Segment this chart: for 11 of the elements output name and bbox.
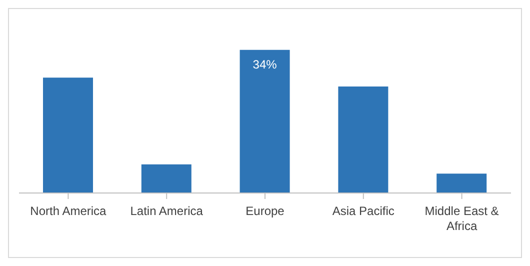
x-tick-label: Asia Pacific xyxy=(332,204,394,218)
x-tick-label: Europe xyxy=(246,204,285,218)
bar xyxy=(338,86,388,193)
bar xyxy=(436,174,487,193)
bar xyxy=(240,50,290,193)
bar xyxy=(141,164,192,193)
data-label: 34% xyxy=(252,57,278,72)
x-tick-label: Middle East & Africa xyxy=(424,204,499,233)
x-tick-label: North America xyxy=(30,204,107,218)
bar xyxy=(43,78,93,193)
x-tick-label: Latin America xyxy=(130,204,204,218)
